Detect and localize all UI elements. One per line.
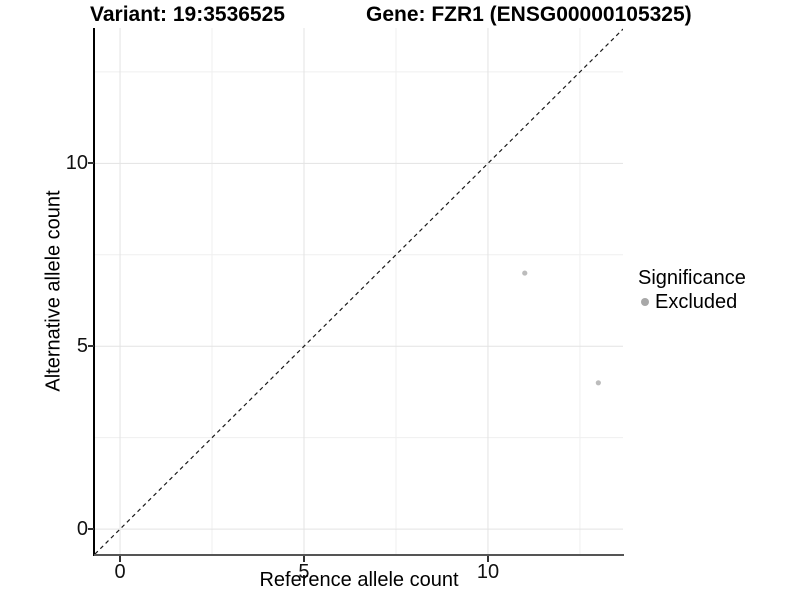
y-tick-label: 0 [76,518,88,541]
identity-line [95,28,623,554]
y-tick-label: 10 [65,152,88,175]
legend: Significance Excluded [638,266,746,314]
legend-entries: Excluded [638,290,746,314]
x-tick-label: 10 [476,561,500,583]
plot-title-gene: Gene: FZR1 (ENSG00000105325) [366,3,692,26]
legend-key-dot-icon [641,298,649,306]
plot-panel [95,28,623,554]
legend-entry-label: Excluded [655,291,738,313]
x-tick-label: 5 [298,561,310,583]
plot-title-variant: Variant: 19:3536525 [90,3,285,26]
data-point [522,270,528,276]
y-tick-mark [88,528,94,531]
y-axis-title: Alternative allele count [42,190,65,392]
y-tick-label: 5 [76,335,88,358]
plot-canvas [95,28,623,554]
data-point [595,380,601,386]
x-tick-mark [486,556,489,562]
y-tick-mark [88,345,94,348]
y-axis-line [93,28,95,556]
y-tick-mark [88,162,94,165]
x-axis-line [94,554,624,556]
x-tick-mark [302,556,305,562]
legend-entry: Excluded [638,290,746,314]
legend-title: Significance [638,267,746,289]
x-tick-label: 0 [114,561,126,583]
x-axis-title: Reference allele count [259,569,459,591]
x-tick-mark [119,556,122,562]
